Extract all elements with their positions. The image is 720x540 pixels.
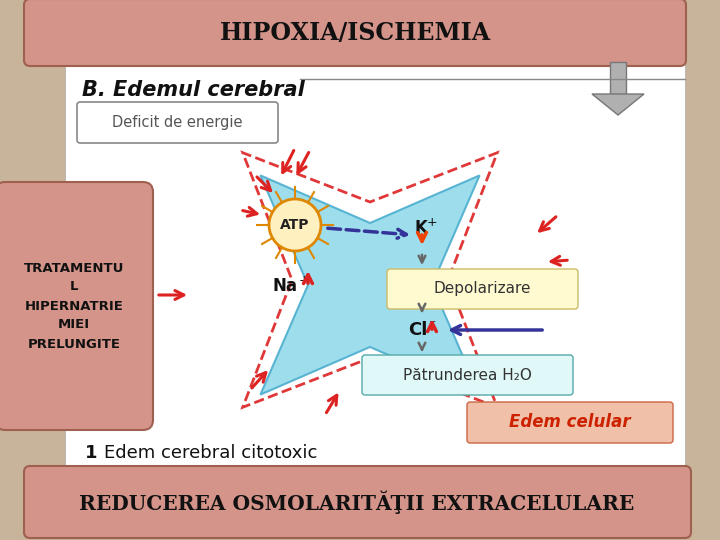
Text: +: + [299, 274, 310, 287]
FancyBboxPatch shape [65, 62, 685, 467]
Polygon shape [261, 176, 480, 395]
FancyBboxPatch shape [0, 182, 153, 430]
Text: HIPOXIA/ISCHEMIA: HIPOXIA/ISCHEMIA [220, 21, 490, 45]
Polygon shape [592, 94, 644, 115]
Text: Edem celular: Edem celular [509, 413, 631, 431]
Text: Cl: Cl [408, 321, 428, 339]
Text: Na: Na [272, 277, 297, 295]
Text: ATP: ATP [280, 218, 310, 232]
FancyBboxPatch shape [362, 355, 573, 395]
FancyBboxPatch shape [610, 62, 626, 94]
Text: REDUCEREA OSMOLARITĂŢII EXTRACELULARE: REDUCEREA OSMOLARITĂŢII EXTRACELULARE [79, 490, 634, 514]
Text: TRATAMENTU
L
HIPERNATRIE
MIEI
PRELUNGITE: TRATAMENTU L HIPERNATRIE MIEI PRELUNGITE [24, 261, 124, 350]
Text: Edem cerebral citotoxic: Edem cerebral citotoxic [104, 444, 318, 462]
Text: Pătrunderea H₂O: Pătrunderea H₂O [402, 368, 531, 382]
Text: +: + [427, 217, 438, 230]
FancyBboxPatch shape [24, 0, 686, 66]
Text: B. Edemul cerebral: B. Edemul cerebral [82, 80, 305, 100]
FancyBboxPatch shape [24, 466, 691, 538]
Text: ⁻: ⁻ [428, 318, 436, 332]
Text: Depolarizare: Depolarizare [433, 281, 531, 296]
Circle shape [269, 199, 321, 251]
Text: Deficit de energie: Deficit de energie [112, 114, 242, 130]
Text: 1: 1 [85, 444, 97, 462]
FancyBboxPatch shape [387, 269, 578, 309]
FancyBboxPatch shape [467, 402, 673, 443]
Text: K: K [415, 219, 428, 237]
FancyBboxPatch shape [77, 102, 278, 143]
